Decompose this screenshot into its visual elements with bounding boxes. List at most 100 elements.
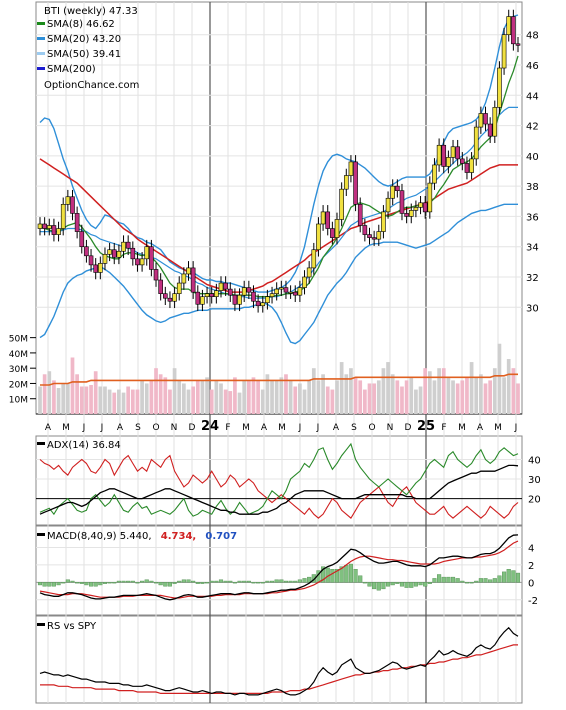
candle-body	[302, 276, 307, 288]
axis-layer: A M J J A S O N D 24 F M A M J J A S O N D 25 F M A M J30323436384…	[9, 31, 541, 607]
macd-histogram-bar	[153, 582, 159, 584]
candle-body	[74, 213, 80, 232]
legend-swatch-sma8	[37, 22, 45, 25]
candle-body	[79, 231, 85, 248]
candle-body	[371, 237, 377, 240]
candle-body	[306, 267, 312, 278]
volume-bar	[265, 374, 270, 414]
macd-histogram-bar	[228, 580, 233, 583]
candle-body	[255, 300, 261, 307]
volume-bar	[112, 392, 117, 414]
candle-body	[432, 164, 437, 184]
candle-body	[144, 246, 150, 260]
month-label: A	[45, 423, 52, 433]
volume-bar	[511, 368, 516, 414]
candle-body	[111, 249, 117, 258]
macd-histogram-bar	[121, 580, 126, 583]
volume-bar	[177, 380, 182, 414]
volume-bar	[335, 380, 339, 414]
volume-bar	[144, 383, 149, 414]
volume-bar	[325, 386, 330, 414]
macd-histogram-bar	[488, 579, 493, 583]
macd-histogram-bar	[88, 582, 94, 587]
adx-tick-label: 20	[528, 495, 541, 506]
price-tick-label: 38	[526, 182, 539, 193]
volume-bar	[344, 374, 349, 414]
volume-bar	[121, 392, 126, 414]
month-label: F	[225, 423, 230, 433]
month-label: J	[316, 423, 320, 433]
price-tick-label: 42	[526, 122, 539, 133]
month-label: D	[189, 423, 196, 433]
month-label: M	[458, 423, 466, 433]
macd-histogram-bar	[260, 582, 265, 584]
macd-histogram-bar	[158, 582, 163, 586]
month-label: M	[242, 423, 250, 433]
month-label: S	[135, 423, 141, 433]
macd-histogram-bar	[70, 580, 75, 583]
macd-histogram-bar	[353, 569, 358, 583]
candle-body	[515, 43, 521, 46]
volume-tick-label: 50M	[9, 335, 28, 345]
adx-legend-swatch	[37, 442, 45, 445]
price-tick-label: 48	[526, 31, 539, 42]
macd-histogram-bar	[293, 580, 298, 583]
macd-histogram-bar	[330, 569, 335, 583]
volume-average-line	[40, 373, 518, 386]
macd-histogram-bar	[334, 569, 340, 583]
grid-layer	[35, 1, 523, 704]
macd-histogram-bar	[51, 582, 56, 587]
macd-hist-value: 0.707	[205, 531, 237, 542]
macd-legend-swatch	[37, 533, 45, 536]
volume-bar	[395, 380, 400, 414]
month-label: N	[387, 423, 394, 433]
volume-bar	[451, 380, 455, 414]
volume-bar	[186, 389, 191, 414]
macd-signal-value: 4.734,	[161, 531, 196, 542]
month-label: M	[494, 423, 502, 433]
macd-histogram-bar	[321, 566, 326, 583]
volume-bar	[483, 383, 488, 414]
volume-bar	[242, 380, 247, 414]
macd-histogram-bar	[102, 582, 108, 584]
macd-histogram-bar	[65, 579, 70, 583]
macd-histogram-bar	[478, 578, 483, 583]
candle-body	[84, 246, 89, 257]
month-label: D	[405, 423, 412, 433]
volume-bar	[149, 380, 154, 414]
volume-bar	[93, 371, 98, 414]
candle-body	[311, 249, 317, 269]
volume-bar	[237, 392, 242, 414]
candle-body	[42, 223, 47, 229]
candle-body	[214, 290, 219, 297]
candle-body	[37, 223, 43, 229]
volume-bar	[423, 368, 428, 414]
volume-bar	[191, 386, 196, 414]
macd-histogram-bar	[506, 569, 511, 583]
macd-histogram-bar	[265, 580, 270, 583]
macd-histogram-bar	[302, 578, 307, 583]
candle-body	[163, 293, 168, 299]
indicator-layer	[37, 442, 521, 696]
macd-histogram-bar	[232, 582, 237, 584]
candle-body	[149, 246, 154, 270]
volume-bar	[126, 386, 131, 414]
month-label: J	[100, 423, 104, 433]
candle-body	[186, 267, 191, 275]
candle-body	[385, 197, 391, 213]
candle-body	[404, 213, 409, 217]
volume-bar	[103, 386, 107, 414]
candle-body	[450, 146, 456, 158]
candle-body	[121, 241, 126, 252]
volume-bar	[288, 380, 293, 414]
volume-bar	[488, 380, 493, 414]
price-tick-label: 40	[526, 152, 539, 163]
volume-bar	[455, 383, 460, 414]
volume-bar	[358, 380, 363, 414]
candle-body	[297, 287, 303, 296]
volume-bar	[42, 374, 47, 414]
volume-bar	[441, 368, 446, 414]
candle-body	[204, 293, 210, 297]
legend-sma200: SMA(200)	[47, 64, 96, 75]
volume-bar	[214, 380, 219, 414]
